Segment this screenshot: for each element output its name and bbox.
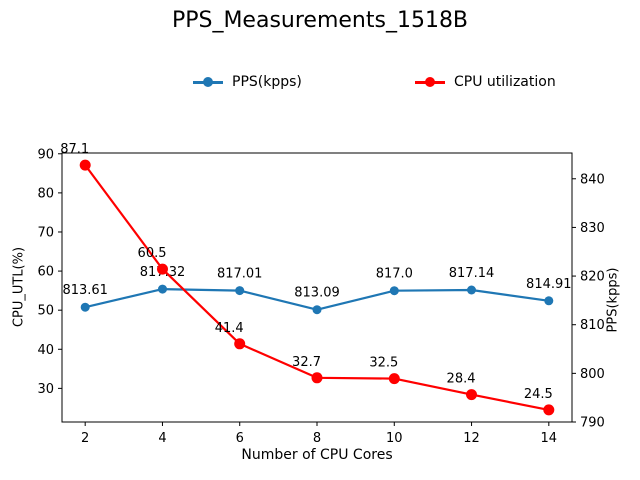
data-point-marker bbox=[388, 373, 400, 385]
data-point-marker bbox=[543, 404, 555, 416]
data-point-marker bbox=[467, 285, 476, 295]
data-point-marker bbox=[312, 305, 322, 315]
point-label: 817.0 bbox=[376, 267, 413, 282]
point-label: 28.4 bbox=[447, 372, 476, 387]
chart-title: PPS_Measurements_1518B bbox=[171, 8, 469, 33]
y-right-tick-label: 800 bbox=[580, 367, 605, 382]
data-point-marker bbox=[79, 159, 91, 171]
y-left-tick-label: 60 bbox=[37, 265, 54, 280]
y-left-tick-label: 30 bbox=[37, 382, 54, 397]
data-point-marker bbox=[234, 338, 246, 350]
point-label: 32.5 bbox=[369, 356, 398, 371]
legend-marker-cpu-icon bbox=[415, 75, 445, 89]
point-label: 32.7 bbox=[292, 355, 321, 370]
x-tick-label: 12 bbox=[463, 431, 480, 446]
point-label: 817.01 bbox=[217, 267, 263, 282]
legend-label-pps: PPS(kpps) bbox=[232, 74, 302, 90]
x-tick-label: 2 bbox=[81, 431, 89, 446]
y-left-tick-label: 70 bbox=[37, 225, 54, 240]
data-point-marker bbox=[466, 389, 477, 401]
legend-item-cpu-utilization: CPU utilization bbox=[415, 74, 556, 90]
y-left-tick-label: 40 bbox=[37, 343, 54, 358]
point-label: 814.91 bbox=[526, 277, 572, 292]
y-right-tick-label: 790 bbox=[580, 416, 605, 431]
data-point-marker bbox=[235, 286, 245, 296]
data-point-marker bbox=[311, 372, 323, 384]
y-right-tick-label: 830 bbox=[580, 221, 605, 236]
y-right-tick-label: 810 bbox=[580, 318, 605, 333]
y-left-tick-label: 50 bbox=[37, 304, 54, 319]
y-left-tick-label: 80 bbox=[37, 186, 54, 201]
point-label: 41.4 bbox=[215, 321, 244, 336]
legend-item-pps: PPS(kpps) bbox=[193, 74, 302, 90]
x-tick-label: 14 bbox=[541, 431, 558, 446]
y-axis-label-right: PPS(kpps) bbox=[605, 267, 621, 333]
data-point-marker bbox=[80, 302, 90, 312]
legend-label-cpu-utilization: CPU utilization bbox=[454, 74, 556, 90]
x-tick-label: 4 bbox=[158, 431, 166, 446]
y-axis-label-left: CPU_UTL(%) bbox=[11, 246, 27, 328]
legend-marker-pps-icon bbox=[193, 75, 223, 89]
point-label: 813.09 bbox=[294, 286, 340, 301]
x-axis-label: Number of CPU Cores bbox=[241, 447, 393, 463]
data-point-marker bbox=[158, 284, 167, 294]
data-point-marker bbox=[544, 296, 554, 306]
x-tick-label: 8 bbox=[313, 431, 321, 446]
point-label: 24.5 bbox=[524, 387, 553, 402]
point-label: 60.5 bbox=[138, 246, 167, 261]
x-tick-label: 10 bbox=[386, 431, 403, 446]
point-label: 813.61 bbox=[62, 283, 108, 298]
point-label: 817.14 bbox=[449, 266, 495, 281]
point-label: 87.1 bbox=[60, 142, 89, 157]
y-right-tick-label: 840 bbox=[580, 172, 605, 187]
y-right-tick-label: 820 bbox=[580, 270, 605, 285]
y-left-tick-label: 90 bbox=[37, 147, 54, 162]
data-point-marker bbox=[389, 286, 399, 296]
data-point-marker bbox=[157, 263, 168, 275]
x-tick-label: 6 bbox=[236, 431, 244, 446]
